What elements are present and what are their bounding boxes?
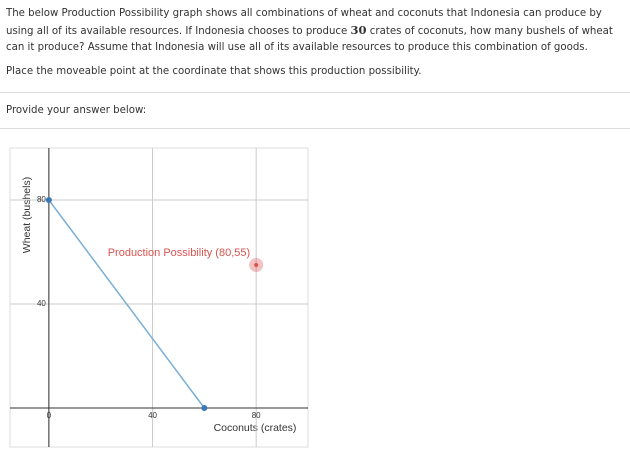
y-axis-label: Wheat (bushels): [21, 177, 33, 253]
answer-prompt: Provide your answer below:: [6, 105, 147, 116]
plot-frame: [9, 147, 309, 448]
y-tick-label: 80: [37, 195, 46, 204]
point-label: Production Possibility (80,55): [108, 247, 250, 259]
question-number: 30: [350, 23, 367, 37]
ppf-point: [201, 405, 208, 411]
ppf-line: [48, 199, 205, 409]
question-text: The below Production Possibility graph s…: [6, 8, 602, 37]
x-tick-label: 40: [148, 411, 157, 420]
question-text: crates of coconuts, how many bushels of …: [6, 26, 613, 53]
divider: [0, 128, 630, 129]
divider: [0, 92, 630, 93]
ppf-point: [45, 197, 52, 203]
y-tick-label: 40: [37, 299, 46, 308]
instruction: Place the moveable point at the coordina…: [6, 66, 422, 77]
question: The below Production Possibility graph s…: [6, 6, 621, 56]
x-axis-label: Coconuts (crates): [214, 422, 297, 434]
x-tick-label: 80: [252, 411, 261, 420]
moveable-point[interactable]: [254, 263, 259, 267]
